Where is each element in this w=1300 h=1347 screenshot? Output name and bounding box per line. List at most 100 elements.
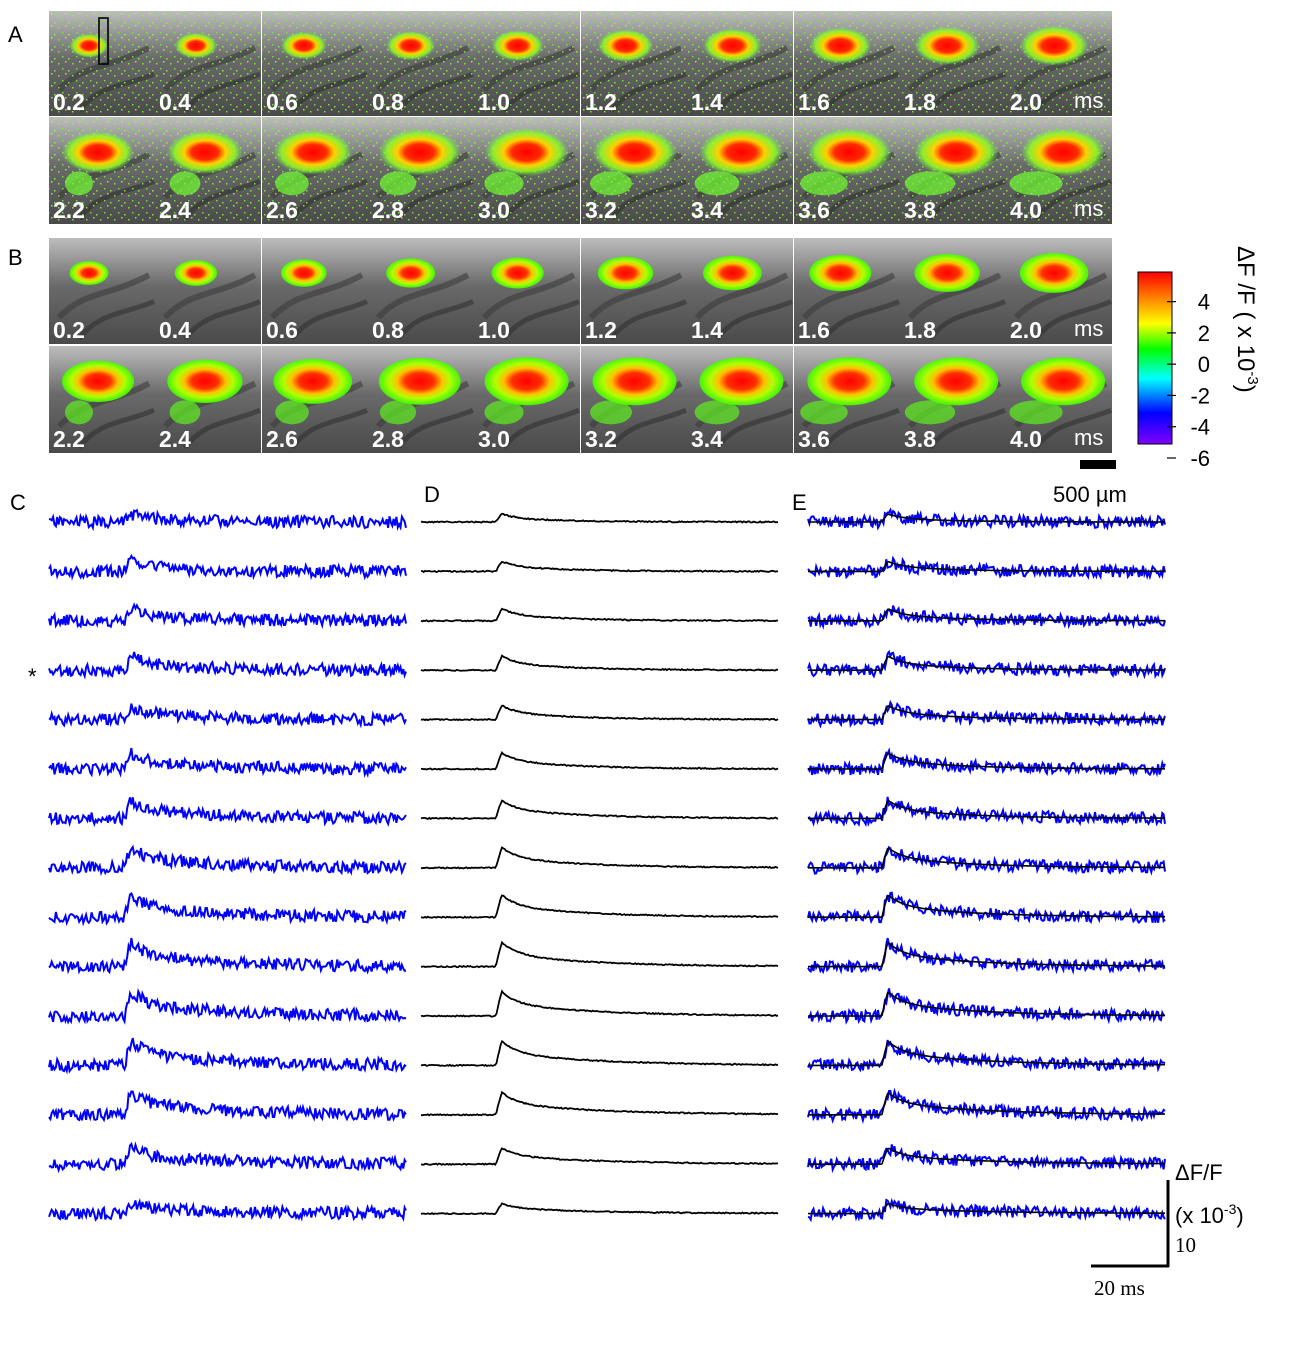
trace-fit-line	[808, 1147, 1165, 1165]
trace-line	[420, 607, 779, 623]
trace-line	[420, 654, 779, 672]
panel-a-frame: 2.4	[155, 117, 261, 224]
panel-b-frame: 0.8	[368, 238, 474, 344]
frame-time-label: 1.6	[798, 89, 830, 115]
cortex-fold	[375, 272, 470, 320]
noise-speckle	[581, 11, 687, 116]
panel-label-b: B	[8, 245, 23, 270]
panel-b-frame: 2.2	[49, 346, 155, 453]
activity-blob	[1021, 128, 1106, 177]
frame-time-label: 0.8	[372, 317, 404, 343]
trace-line	[48, 844, 407, 876]
panel-a-frame: 0.6	[262, 11, 368, 116]
panel-b-frame: 1.0	[474, 238, 580, 344]
frame-time-label: 1.8	[904, 89, 936, 115]
frame-time-label: 1.0	[478, 317, 510, 343]
trace-line	[807, 988, 1166, 1025]
frame-time-label: 2.6	[266, 197, 298, 223]
trace-line	[807, 699, 1166, 729]
activity-blob	[807, 128, 892, 177]
activity-spread	[379, 400, 417, 425]
activity-blob	[699, 128, 784, 177]
cortex-fold	[822, 299, 900, 341]
cortex-fold	[1034, 299, 1112, 341]
activity-blob	[1021, 357, 1106, 406]
frame-time-label: 0.2	[53, 89, 85, 115]
frame-time-label: 2.4	[159, 426, 191, 452]
trace-line	[421, 1147, 779, 1167]
trace-line	[48, 797, 407, 828]
panel-a-frame: 1.8	[900, 11, 1006, 116]
cortex-fold	[1033, 407, 1112, 450]
panel-b-frame: 0.6	[262, 238, 368, 344]
trace-line	[420, 1090, 779, 1117]
panel-a-frame: 3.4	[687, 117, 793, 224]
trace-line	[48, 891, 407, 927]
cortex-fold	[481, 272, 576, 320]
colorbar-title-text: ΔF /F ( x 10	[1232, 246, 1259, 371]
panel-b-image-grid: 0.2 0.4 0.6 0.8 1.0 1.2 1.4 1.6 1.8 2.0 ms 2.2 2.4 2.…	[49, 238, 1112, 453]
activity-blob	[69, 260, 109, 285]
activity-blob	[592, 357, 677, 406]
activity-blob	[484, 128, 569, 177]
activity-blob	[62, 131, 134, 174]
cortex-fold	[182, 407, 261, 450]
trace-fit-line	[808, 1202, 1165, 1215]
frame-time-label: 3.6	[798, 197, 830, 223]
frame-time-label: 0.6	[266, 89, 298, 115]
trace-line	[48, 747, 407, 779]
roi-rectangle	[98, 17, 109, 65]
frame-unit-label: ms	[1074, 316, 1103, 341]
panel-a-frame: 1.2	[581, 11, 687, 116]
cortex-fold	[290, 299, 368, 341]
frame-time-label: 3.2	[585, 197, 617, 223]
activity-blob	[386, 258, 436, 288]
activity-spread	[484, 400, 524, 425]
frame-time-label: 3.4	[691, 426, 723, 452]
trace-fit-line	[808, 560, 1165, 573]
frame-time-label: 2.2	[53, 426, 85, 452]
panel-b-frame: 3.0	[474, 346, 580, 453]
trace-line	[48, 988, 407, 1025]
trace-line	[807, 1197, 1166, 1223]
image-scale-bar	[1080, 460, 1116, 469]
activity-spread	[1009, 171, 1063, 196]
noise-speckle	[687, 11, 793, 116]
frame-time-label: 0.2	[53, 317, 85, 343]
noise-speckle	[155, 11, 261, 116]
activity-spread	[275, 171, 309, 196]
frame-time-label: 2.0	[1010, 317, 1042, 343]
colorbar-tick-label: -2	[1190, 383, 1210, 408]
cortex-fold	[907, 272, 1002, 320]
activity-blob	[807, 357, 892, 406]
frame-time-label: 2.0	[1010, 89, 1042, 115]
frame-time-label: 1.8	[904, 317, 936, 343]
activity-blob	[378, 357, 461, 405]
activity-blob	[1019, 253, 1089, 293]
trace-fit-line	[808, 942, 1166, 968]
trace-fit-line	[808, 847, 1165, 869]
trace-line	[807, 1087, 1166, 1125]
trace-line	[48, 937, 407, 975]
trace-fit-line	[808, 608, 1165, 622]
trace-line	[807, 891, 1166, 925]
activity-blob	[699, 357, 784, 406]
panel-label-c: C	[10, 490, 26, 515]
panel-a-frame: 0.4	[155, 11, 261, 116]
frame-time-label: 1.4	[691, 89, 723, 115]
panel-a-frame: 2.0	[1006, 11, 1112, 116]
activity-spread	[694, 171, 740, 196]
trace-line	[807, 1144, 1166, 1174]
activity-spread	[275, 400, 309, 425]
activity-blob	[281, 259, 327, 287]
trace-line	[48, 602, 407, 630]
activity-blob	[378, 128, 461, 176]
panel-b-frame: 2.6	[262, 346, 368, 453]
cortex-fold	[694, 272, 789, 320]
cortex-fold	[501, 407, 580, 450]
panel-d-traces	[420, 512, 779, 1216]
panel-e-traces	[807, 507, 1166, 1223]
activity-blob	[491, 257, 544, 289]
cortex-fold	[289, 407, 368, 450]
